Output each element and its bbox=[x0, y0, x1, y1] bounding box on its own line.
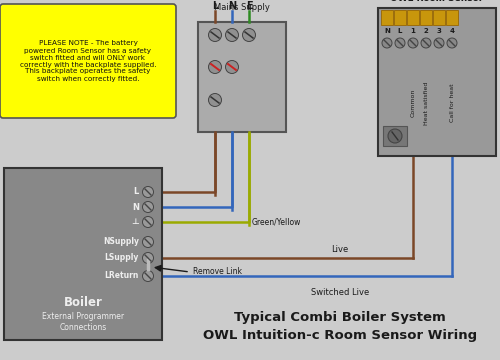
Bar bbox=[420, 10, 432, 25]
Circle shape bbox=[226, 28, 238, 41]
Bar bbox=[394, 10, 406, 25]
FancyBboxPatch shape bbox=[378, 8, 496, 156]
Text: LSupply: LSupply bbox=[104, 253, 139, 262]
Text: 2: 2 bbox=[424, 28, 428, 34]
Text: PLEASE NOTE - The battery
powered Room Sensor has a safety
switch fitted and wil: PLEASE NOTE - The battery powered Room S… bbox=[20, 40, 156, 81]
Text: ⊥: ⊥ bbox=[132, 217, 139, 226]
Circle shape bbox=[242, 28, 256, 41]
Text: Common: Common bbox=[410, 89, 416, 117]
Bar bbox=[433, 10, 445, 25]
Circle shape bbox=[447, 38, 457, 48]
Text: External Programmer
Connections: External Programmer Connections bbox=[42, 312, 124, 332]
Circle shape bbox=[142, 252, 154, 264]
Text: E: E bbox=[246, 1, 252, 11]
Bar bbox=[407, 10, 419, 25]
Bar bbox=[383, 126, 407, 146]
Bar bbox=[446, 10, 458, 25]
Text: Remove Link: Remove Link bbox=[193, 267, 242, 276]
Circle shape bbox=[208, 28, 222, 41]
Circle shape bbox=[142, 237, 154, 248]
FancyBboxPatch shape bbox=[4, 168, 162, 340]
Circle shape bbox=[226, 60, 238, 73]
Text: Heat satisfied: Heat satisfied bbox=[424, 81, 428, 125]
Text: Green/Yellow: Green/Yellow bbox=[252, 217, 302, 226]
Text: Typical Combi Boiler System: Typical Combi Boiler System bbox=[234, 311, 446, 324]
Text: Call for heat: Call for heat bbox=[450, 84, 454, 122]
Text: Boiler: Boiler bbox=[64, 296, 102, 309]
Text: 1: 1 bbox=[410, 28, 416, 34]
Circle shape bbox=[382, 38, 392, 48]
Text: 4: 4 bbox=[450, 28, 454, 34]
Circle shape bbox=[142, 270, 154, 282]
Circle shape bbox=[142, 202, 154, 212]
Text: N: N bbox=[132, 202, 139, 211]
Text: L: L bbox=[134, 188, 139, 197]
Text: N: N bbox=[228, 1, 236, 11]
Circle shape bbox=[208, 94, 222, 107]
Circle shape bbox=[142, 186, 154, 198]
Text: OWL Room Sensor: OWL Room Sensor bbox=[390, 0, 484, 3]
Circle shape bbox=[388, 129, 402, 143]
FancyBboxPatch shape bbox=[198, 22, 286, 132]
Circle shape bbox=[421, 38, 431, 48]
Text: Mains Supply: Mains Supply bbox=[214, 3, 270, 12]
Text: L: L bbox=[212, 1, 218, 11]
Text: L: L bbox=[398, 28, 402, 34]
Text: N: N bbox=[384, 28, 390, 34]
Text: Switched Live: Switched Live bbox=[311, 288, 369, 297]
Text: 3: 3 bbox=[436, 28, 442, 34]
Circle shape bbox=[208, 60, 222, 73]
Text: Live: Live bbox=[332, 245, 348, 254]
Text: LReturn: LReturn bbox=[104, 271, 139, 280]
Circle shape bbox=[434, 38, 444, 48]
Circle shape bbox=[142, 216, 154, 228]
Circle shape bbox=[395, 38, 405, 48]
Circle shape bbox=[408, 38, 418, 48]
Text: OWL Intuition-c Room Sensor Wiring: OWL Intuition-c Room Sensor Wiring bbox=[203, 329, 477, 342]
Bar bbox=[381, 10, 393, 25]
FancyBboxPatch shape bbox=[0, 4, 176, 118]
Text: NSupply: NSupply bbox=[103, 238, 139, 247]
